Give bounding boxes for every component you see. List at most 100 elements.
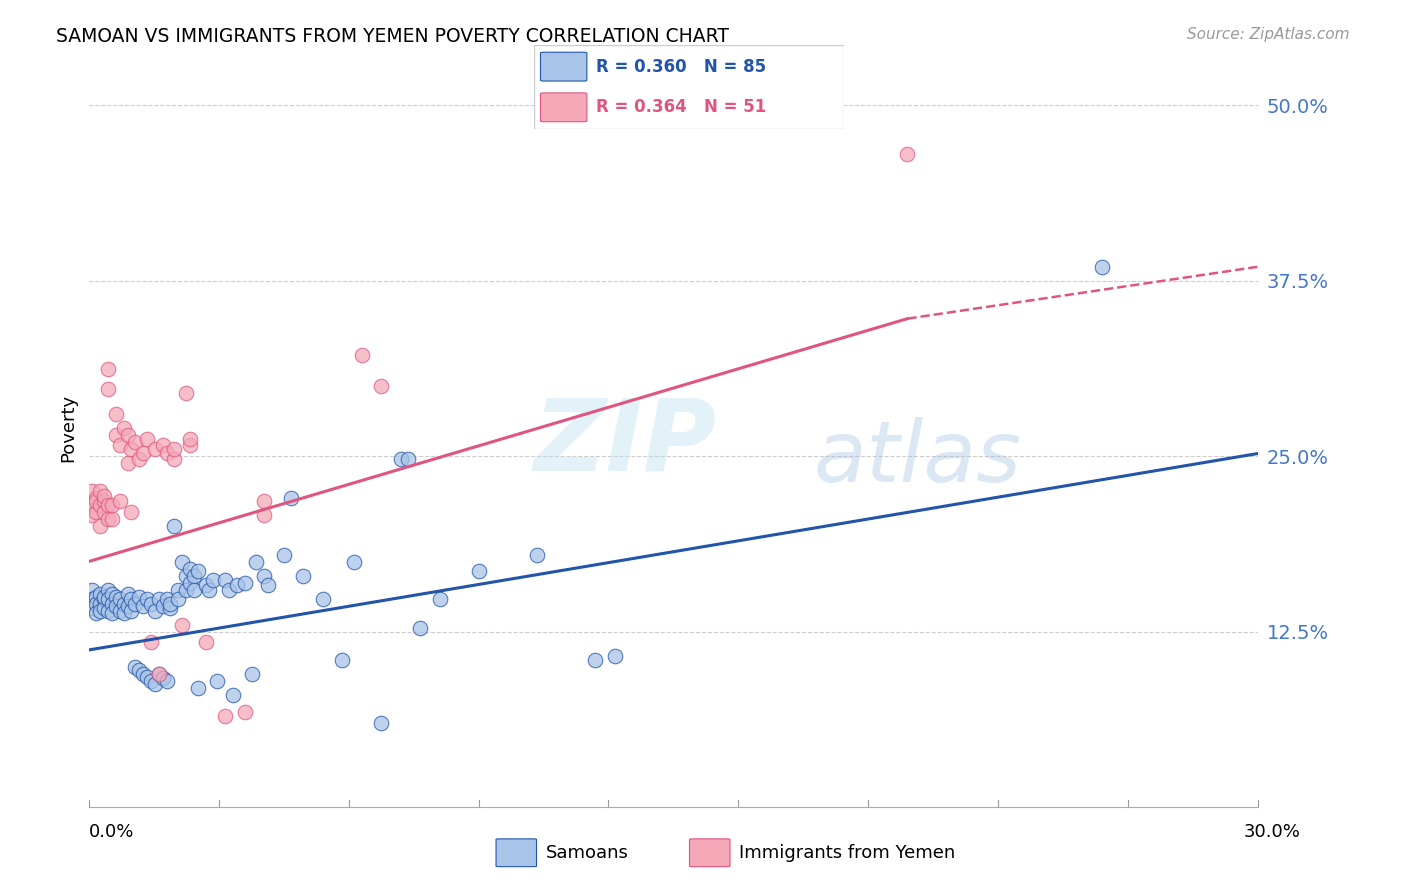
Point bbox=[429, 592, 451, 607]
Point bbox=[148, 666, 170, 681]
Point bbox=[93, 600, 115, 615]
Point bbox=[292, 568, 315, 582]
Point bbox=[409, 621, 432, 635]
Point bbox=[257, 578, 280, 592]
Point bbox=[273, 548, 295, 562]
Point bbox=[97, 382, 120, 396]
Point bbox=[97, 592, 120, 607]
Point bbox=[101, 512, 124, 526]
Point bbox=[132, 446, 155, 460]
Point bbox=[89, 519, 111, 533]
Point bbox=[194, 634, 217, 648]
Point bbox=[202, 573, 225, 587]
Point bbox=[148, 592, 170, 607]
Point bbox=[117, 587, 139, 601]
Point bbox=[117, 428, 139, 442]
Point bbox=[139, 597, 162, 611]
Point bbox=[121, 505, 143, 519]
Point bbox=[89, 484, 111, 499]
Point bbox=[139, 634, 162, 648]
Point bbox=[163, 452, 186, 467]
Point bbox=[174, 568, 197, 582]
Point bbox=[467, 565, 489, 579]
Point bbox=[93, 494, 115, 508]
Point bbox=[152, 599, 174, 614]
Point bbox=[174, 582, 197, 597]
Point bbox=[143, 442, 166, 457]
Point bbox=[148, 666, 170, 681]
Point bbox=[311, 592, 333, 607]
Point bbox=[233, 705, 256, 719]
Point bbox=[370, 379, 392, 393]
Point bbox=[253, 508, 276, 523]
Point bbox=[163, 519, 186, 533]
Point bbox=[101, 587, 124, 601]
Point bbox=[343, 555, 366, 569]
Point bbox=[104, 407, 127, 421]
Point bbox=[82, 592, 104, 607]
FancyBboxPatch shape bbox=[496, 838, 537, 867]
Point bbox=[233, 575, 256, 590]
Point bbox=[89, 499, 111, 513]
Point bbox=[124, 435, 146, 450]
Text: R = 0.364   N = 51: R = 0.364 N = 51 bbox=[596, 98, 766, 116]
Point bbox=[179, 438, 201, 452]
Point bbox=[108, 592, 131, 607]
Point bbox=[214, 573, 236, 587]
Point bbox=[167, 592, 190, 607]
Point bbox=[128, 590, 150, 604]
Point bbox=[89, 604, 111, 618]
Point bbox=[167, 582, 190, 597]
Point bbox=[179, 561, 201, 575]
Point bbox=[240, 666, 263, 681]
Point bbox=[86, 491, 108, 506]
Point bbox=[97, 582, 120, 597]
Point bbox=[82, 600, 104, 615]
Point bbox=[112, 607, 135, 621]
Point bbox=[155, 673, 177, 688]
Point bbox=[152, 671, 174, 685]
Point bbox=[207, 673, 229, 688]
Point bbox=[101, 597, 124, 611]
Text: 0.0%: 0.0% bbox=[89, 822, 134, 840]
Point bbox=[172, 555, 194, 569]
Point bbox=[117, 599, 139, 614]
Point bbox=[112, 421, 135, 435]
Point bbox=[179, 575, 201, 590]
Point bbox=[82, 508, 104, 523]
Point bbox=[214, 709, 236, 723]
FancyBboxPatch shape bbox=[540, 93, 586, 121]
Point bbox=[101, 499, 124, 513]
Point bbox=[121, 442, 143, 457]
Point bbox=[136, 433, 159, 447]
Text: Immigrants from Yemen: Immigrants from Yemen bbox=[740, 844, 955, 862]
Point bbox=[585, 653, 607, 667]
Point bbox=[222, 688, 245, 702]
Point bbox=[396, 452, 419, 467]
Point bbox=[194, 578, 217, 592]
Point bbox=[93, 592, 115, 607]
Point bbox=[155, 592, 177, 607]
Point bbox=[86, 505, 108, 519]
Point bbox=[245, 555, 267, 569]
Point bbox=[97, 362, 120, 376]
Point bbox=[218, 582, 240, 597]
Point bbox=[280, 491, 302, 506]
Text: atlas: atlas bbox=[814, 417, 1022, 500]
Point bbox=[89, 587, 111, 601]
Point bbox=[152, 438, 174, 452]
Point bbox=[183, 582, 205, 597]
Point bbox=[97, 604, 120, 618]
Point bbox=[198, 582, 221, 597]
Point bbox=[350, 348, 373, 362]
Point bbox=[370, 716, 392, 731]
Point bbox=[155, 446, 177, 460]
Point bbox=[132, 666, 155, 681]
Point bbox=[139, 673, 162, 688]
Point bbox=[82, 499, 104, 513]
Point bbox=[117, 456, 139, 470]
Point bbox=[93, 489, 115, 503]
Point bbox=[159, 600, 181, 615]
Point bbox=[128, 663, 150, 677]
Point bbox=[603, 648, 626, 663]
